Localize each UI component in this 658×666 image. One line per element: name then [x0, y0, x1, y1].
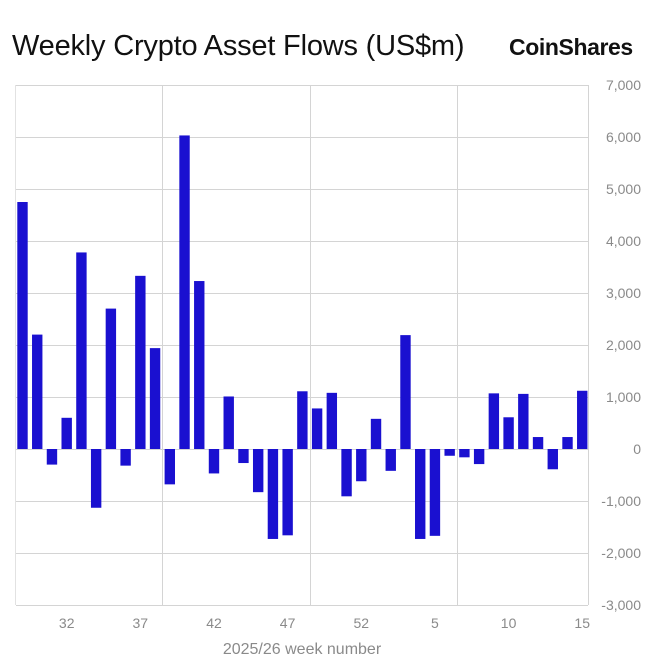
bar-0 — [17, 202, 28, 449]
x-axis-tick-labels: 32 37 42 47 52 5 10 15 — [59, 615, 590, 631]
x-tick-label-6: 10 — [501, 615, 517, 631]
x-tick-label-2: 42 — [206, 615, 222, 631]
y-tick-label-4: 1,000 — [606, 389, 641, 405]
bar-11 — [179, 135, 190, 449]
bar-4 — [76, 252, 87, 449]
bar-9 — [149, 348, 161, 449]
y-tick-label-3: 0 — [633, 441, 641, 457]
vertical-gridlines — [15, 85, 589, 605]
bar-33 — [503, 417, 514, 449]
y-tick-label-8: 5,000 — [606, 181, 641, 197]
bar-18 — [282, 449, 293, 536]
bar-23 — [356, 449, 367, 482]
x-axis-label: 2025/26 week number — [223, 641, 382, 658]
bar-20 — [311, 408, 323, 449]
bar-1 — [32, 334, 43, 449]
bar-13 — [208, 449, 220, 474]
bar-35 — [532, 437, 544, 449]
bar-27 — [415, 449, 426, 539]
bar-21 — [326, 392, 338, 449]
bar-2 — [46, 449, 58, 465]
bar-37 — [562, 437, 573, 449]
bar-22 — [341, 449, 352, 497]
y-tick-label-1: -2,000 — [601, 545, 641, 561]
bar-3 — [61, 417, 72, 449]
bar-8 — [135, 275, 146, 449]
bar-14 — [223, 396, 234, 449]
x-tick-label-4: 52 — [354, 615, 370, 631]
bar-28 — [429, 449, 441, 536]
y-tick-label-7: 4,000 — [606, 233, 641, 249]
bar-36 — [547, 449, 558, 470]
bar-10 — [164, 449, 175, 485]
bar-6 — [105, 308, 117, 449]
horizontal-gridlines — [16, 85, 588, 606]
x-tick-label-3: 47 — [280, 615, 296, 631]
bar-15 — [238, 449, 249, 464]
x-tick-label-7: 15 — [574, 615, 590, 631]
y-tick-label-6: 3,000 — [606, 285, 641, 301]
bar-17 — [267, 449, 279, 539]
coinshares-logo: CoinShares — [509, 34, 633, 60]
bar-34 — [518, 393, 529, 449]
bar-5 — [90, 449, 102, 508]
bar-32 — [488, 393, 500, 449]
bar-31 — [473, 449, 485, 465]
bar-38 — [577, 390, 588, 449]
bar-16 — [252, 449, 264, 493]
bar-24 — [370, 418, 382, 449]
bar-26 — [400, 335, 411, 449]
y-tick-label-0: -3,000 — [601, 597, 641, 613]
y-axis-tick-labels: -3,000 -2,000 -1,000 0 1,000 2,000 3,000 4,000 5… — [601, 77, 641, 613]
x-tick-label-1: 37 — [133, 615, 149, 631]
bar-30 — [459, 449, 470, 458]
bar-25 — [385, 449, 396, 471]
chart-title: Weekly Crypto Asset Flows (US$m) — [12, 30, 465, 62]
y-tick-label-2: -1,000 — [601, 493, 641, 509]
y-tick-label-5: 2,000 — [606, 337, 641, 353]
x-tick-label-0: 32 — [59, 615, 75, 631]
y-tick-label-10: 7,000 — [606, 77, 641, 93]
bar-12 — [194, 281, 205, 449]
bar-7 — [120, 449, 131, 466]
x-tick-label-5: 5 — [431, 615, 439, 631]
bar-series — [17, 135, 588, 539]
y-tick-label-9: 6,000 — [606, 129, 641, 145]
bar-29 — [444, 449, 455, 456]
bar-19 — [297, 391, 308, 449]
